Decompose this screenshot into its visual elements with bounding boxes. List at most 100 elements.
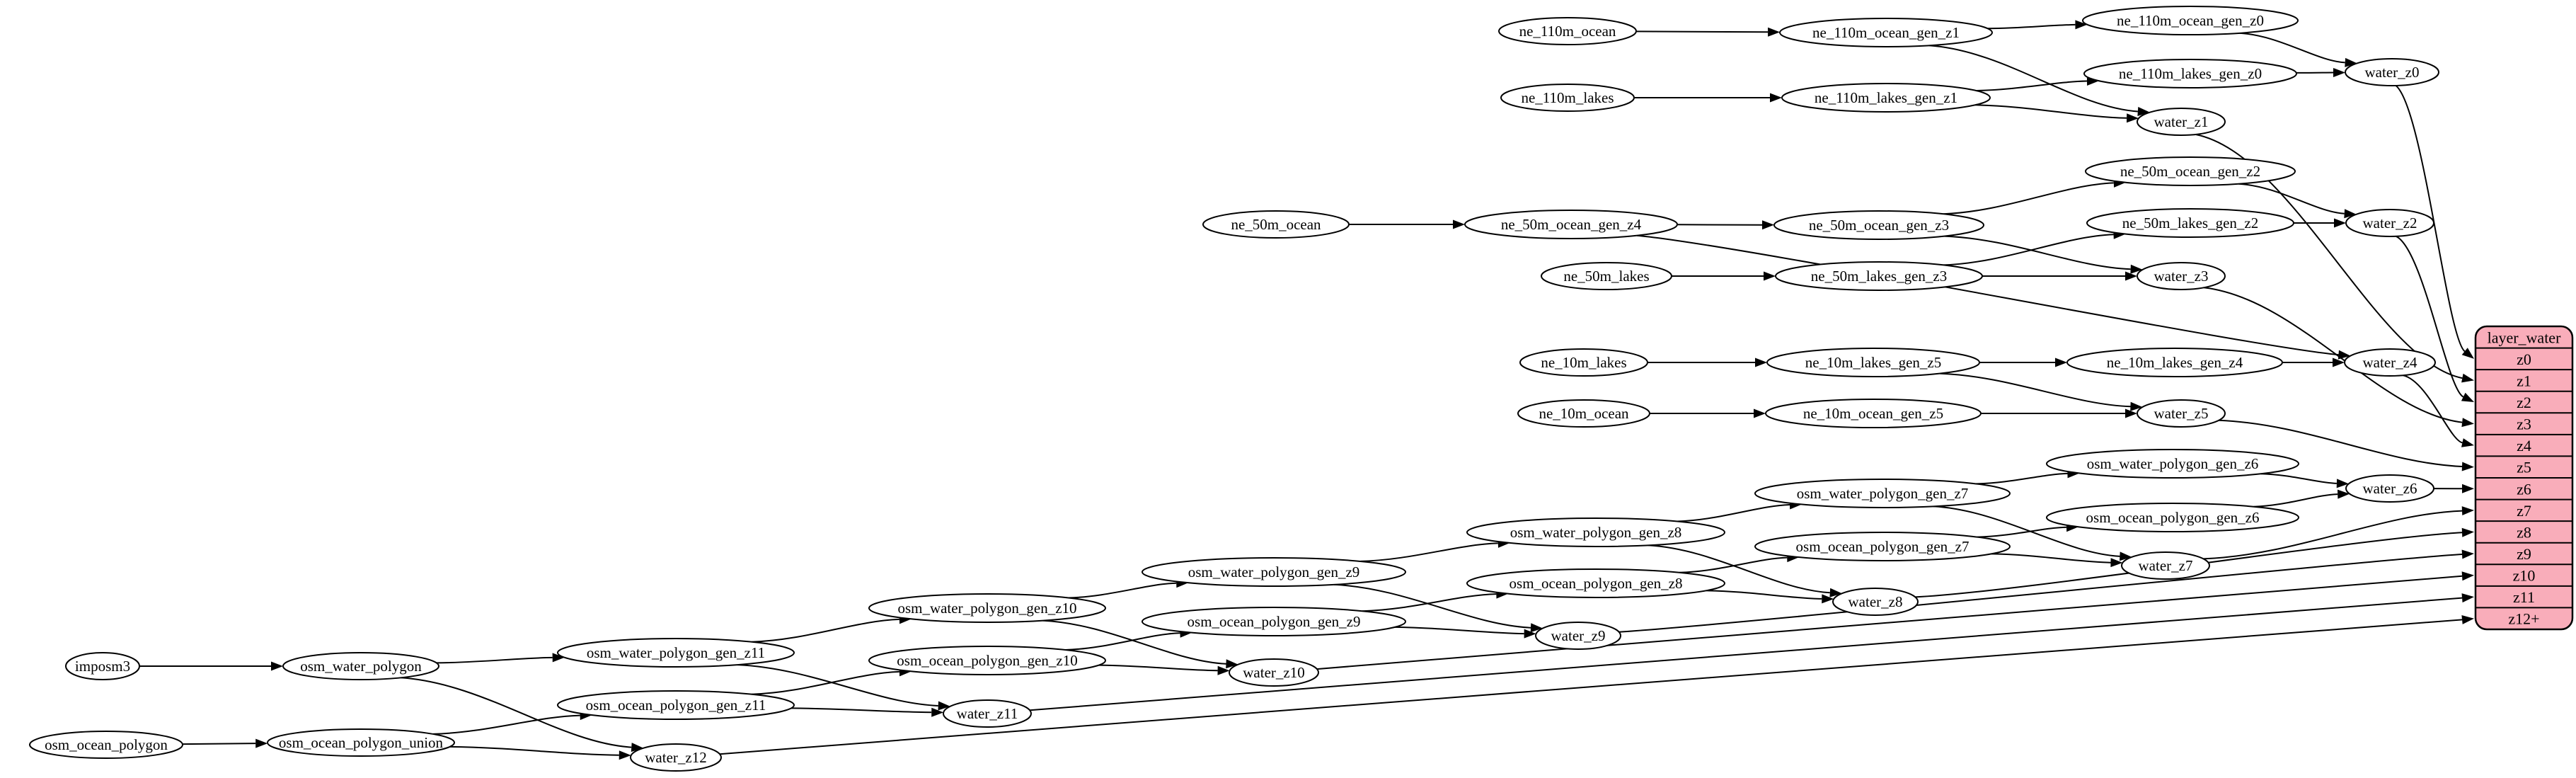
node-label-osm_water_polygon_gen_z9: osm_water_polygon_gen_z9: [1188, 564, 1360, 580]
node-label-ne_50m_lakes_gen_z3: ne_50m_lakes_gen_z3: [1811, 268, 1947, 285]
edge-osm_water_polygon_gen_z9-to-osm_water_polygon_gen_z8: [1360, 538, 1510, 562]
edge-ne_10m_lakes_gen_z4-to-water_z4: [2282, 357, 2345, 367]
node-water_z11: water_z11: [943, 699, 1032, 728]
node-label-water_z4: water_z4: [2363, 354, 2417, 371]
node-label-ne_110m_ocean_gen_z0: ne_110m_ocean_gen_z0: [2117, 12, 2264, 29]
node-osm_water_polygon_gen_z9: osm_water_polygon_gen_z9: [1142, 557, 1406, 587]
edge-osm_water_polygon_gen_z6-to-water_z6: [2260, 473, 2349, 488]
node-label-water_z5: water_z5: [2154, 405, 2209, 422]
node-water_z1: water_z1: [2137, 108, 2226, 136]
layer-water-row-z6: z6: [2517, 480, 2531, 498]
node-label-water_z8: water_z8: [1848, 593, 1903, 610]
node-ne_10m_ocean_gen_z5: ne_10m_ocean_gen_z5: [1765, 399, 1982, 428]
node-label-water_z9: water_z9: [1551, 627, 1606, 644]
edge-osm_ocean_polygon_gen_z10-to-water_z10: [1098, 664, 1230, 675]
node-imposm3: imposm3: [65, 652, 140, 680]
layer-water-row-z10: z10: [2513, 567, 2536, 585]
node-label-water_z2: water_z2: [2363, 214, 2417, 231]
node-label-water_z6: water_z6: [2363, 480, 2417, 497]
node-ne_50m_ocean: ne_50m_ocean: [1202, 210, 1350, 239]
node-osm_water_polygon: osm_water_polygon: [282, 652, 439, 680]
node-label-osm_ocean_polygon: osm_ocean_polygon: [45, 736, 168, 753]
node-label-ne_110m_ocean_gen_z1: ne_110m_ocean_gen_z1: [1812, 24, 1960, 41]
node-label-ne_110m_lakes_gen_z1: ne_110m_lakes_gen_z1: [1815, 89, 1957, 106]
edge-ne_50m_ocean_gen_z4-to-ne_50m_ocean_gen_z3: [1677, 220, 1775, 230]
node-label-water_z12: water_z12: [645, 749, 706, 766]
edge-osm_water_polygon_gen_z10-to-water_z10: [1042, 619, 1238, 669]
node-label-osm_ocean_polygon_gen_z9: osm_ocean_polygon_gen_z9: [1188, 613, 1361, 630]
edge-osm_water_polygon_gen_z11-to-water_z11: [737, 664, 950, 711]
edge-water_z4-to-layer_water-z4: [2403, 374, 2474, 447]
node-ne_50m_lakes_gen_z3: ne_50m_lakes_gen_z3: [1775, 261, 1983, 291]
layer-water-row-z3: z3: [2517, 416, 2531, 433]
edge-water_z5-to-layer_water-z5: [2219, 419, 2474, 471]
edge-ne_10m_lakes_gen_z5-to-ne_10m_lakes_gen_z4: [1979, 357, 2067, 367]
layer-water-row-z1: z1: [2517, 372, 2531, 389]
node-osm_water_polygon_gen_z8: osm_water_polygon_gen_z8: [1466, 517, 1725, 547]
edge-water_z9-to-layer_water-z9: [1618, 549, 2474, 633]
node-water_z5: water_z5: [2137, 399, 2226, 428]
layer-water-row-z12+: z12+: [2508, 610, 2539, 628]
node-ne_10m_lakes_gen_z4: ne_10m_lakes_gen_z4: [2066, 348, 2283, 377]
edge-ne_50m_lakes_gen_z3-to-water_z3: [1982, 271, 2137, 281]
node-ne_50m_ocean_gen_z3: ne_50m_ocean_gen_z3: [1773, 210, 1984, 240]
node-label-osm_water_polygon_gen_z10: osm_water_polygon_gen_z10: [897, 600, 1076, 617]
node-water_z4: water_z4: [2344, 348, 2436, 377]
node-label-water_z11: water_z11: [957, 705, 1018, 722]
node-label-ne_10m_lakes: ne_10m_lakes: [1541, 354, 1626, 371]
edge-ne_50m_ocean_gen_z3-to-water_z3: [1944, 235, 2143, 274]
edge-ne_10m_lakes-to-ne_10m_lakes_gen_z5: [1647, 357, 1767, 367]
edge-ne_110m_ocean_gen_z0-to-water_z0: [2239, 32, 2357, 67]
node-label-ne_110m_ocean: ne_110m_ocean: [1519, 23, 1616, 40]
node-ne_110m_lakes: ne_110m_lakes: [1500, 84, 1635, 112]
edge-ne_50m_lakes_gen_z2-to-water_z2: [2294, 218, 2346, 228]
node-water_z8: water_z8: [1832, 588, 1919, 616]
node-label-osm_water_polygon_gen_z8: osm_water_polygon_gen_z8: [1510, 524, 1682, 541]
node-label-ne_10m_ocean_gen_z5: ne_10m_ocean_gen_z5: [1803, 405, 1943, 422]
node-label-osm_ocean_polygon_gen_z6: osm_ocean_polygon_gen_z6: [2086, 509, 2260, 526]
node-label-water_z0: water_z0: [2365, 64, 2420, 81]
layer-water-row-z4: z4: [2517, 437, 2531, 454]
edge-osm_ocean_polygon_gen_z8-to-water_z8: [1706, 590, 1834, 604]
edge-ne_50m_ocean_gen_z4-to-water_z4: [1637, 234, 2351, 360]
edge-osm_water_polygon-to-water_z12: [401, 677, 644, 753]
node-ne_50m_ocean_gen_z2: ne_50m_ocean_gen_z2: [2085, 156, 2296, 186]
node-osm_ocean_polygon_gen_z10: osm_ocean_polygon_gen_z10: [868, 646, 1106, 675]
edge-osm_ocean_polygon_gen_z8-to-osm_ocean_polygon_gen_z7: [1679, 553, 1800, 573]
edges-layer: [139, 20, 2474, 760]
edge-osm_ocean_polygon-to-osm_ocean_polygon_union: [182, 738, 268, 748]
node-water_z3: water_z3: [2137, 262, 2226, 290]
edge-water_z6-to-layer_water-z6: [2433, 484, 2474, 493]
node-osm_water_polygon_gen_z11: osm_water_polygon_gen_z11: [557, 638, 795, 668]
node-ne_110m_lakes_gen_z0: ne_110m_lakes_gen_z0: [2083, 59, 2297, 88]
layer-water-record: layer_water z0 z1 z2 z3 z4 z5 z6 z7 z8 z9 z10 z11 z12…: [2474, 325, 2574, 631]
node-water_z12: water_z12: [630, 743, 722, 772]
node-osm_water_polygon_gen_z10: osm_water_polygon_gen_z10: [868, 593, 1106, 623]
edge-ne_110m_ocean_gen_z1-to-water_z1: [1928, 45, 2150, 116]
edge-osm_ocean_polygon_union-to-osm_ocean_polygon_gen_z11: [432, 711, 592, 735]
node-osm_ocean_polygon_union: osm_ocean_polygon_union: [267, 728, 455, 757]
node-osm_ocean_polygon_gen_z9: osm_ocean_polygon_gen_z9: [1142, 607, 1406, 636]
edge-ne_110m_lakes-to-ne_110m_lakes_gen_z1: [1634, 93, 1782, 103]
edge-ne_50m_ocean-to-ne_50m_ocean_gen_z4: [1349, 219, 1465, 229]
node-label-osm_water_polygon_gen_z7: osm_water_polygon_gen_z7: [1797, 485, 1969, 502]
edge-osm_water_polygon_gen_z8-to-osm_water_polygon_gen_z7: [1677, 500, 1802, 522]
edge-ne_110m_lakes_gen_z0-to-water_z0: [2296, 68, 2346, 77]
node-water_z0: water_z0: [2345, 58, 2439, 86]
node-label-ne_10m_lakes_gen_z4: ne_10m_lakes_gen_z4: [2107, 354, 2243, 371]
edge-ne_110m_ocean_gen_z1-to-ne_110m_ocean_gen_z0: [1987, 20, 2088, 30]
edge-ne_110m_lakes_gen_z1-to-water_z1: [1975, 104, 2139, 123]
node-label-ne_110m_lakes: ne_110m_lakes: [1521, 89, 1614, 106]
node-ne_110m_ocean: ne_110m_ocean: [1498, 17, 1637, 45]
edge-osm_ocean_polygon_gen_z9-to-water_z9: [1394, 626, 1536, 639]
edge-osm_ocean_polygon_gen_z11-to-osm_ocean_polygon_gen_z10: [752, 667, 912, 695]
edge-water_z3-to-layer_water-z3: [2204, 287, 2474, 428]
node-osm_ocean_polygon: osm_ocean_polygon: [29, 731, 183, 759]
node-label-water_z3: water_z3: [2154, 268, 2209, 285]
layer-water-title: layer_water: [2488, 328, 2561, 346]
node-ne_10m_lakes_gen_z5: ne_10m_lakes_gen_z5: [1766, 348, 1980, 377]
edge-imposm3-to-osm_water_polygon: [139, 661, 283, 671]
edge-water_z10-to-layer_water-z10: [1316, 571, 2474, 670]
node-osm_ocean_polygon_gen_z7: osm_ocean_polygon_gen_z7: [1754, 532, 2011, 561]
node-label-osm_ocean_polygon_gen_z11: osm_ocean_polygon_gen_z11: [586, 697, 766, 714]
